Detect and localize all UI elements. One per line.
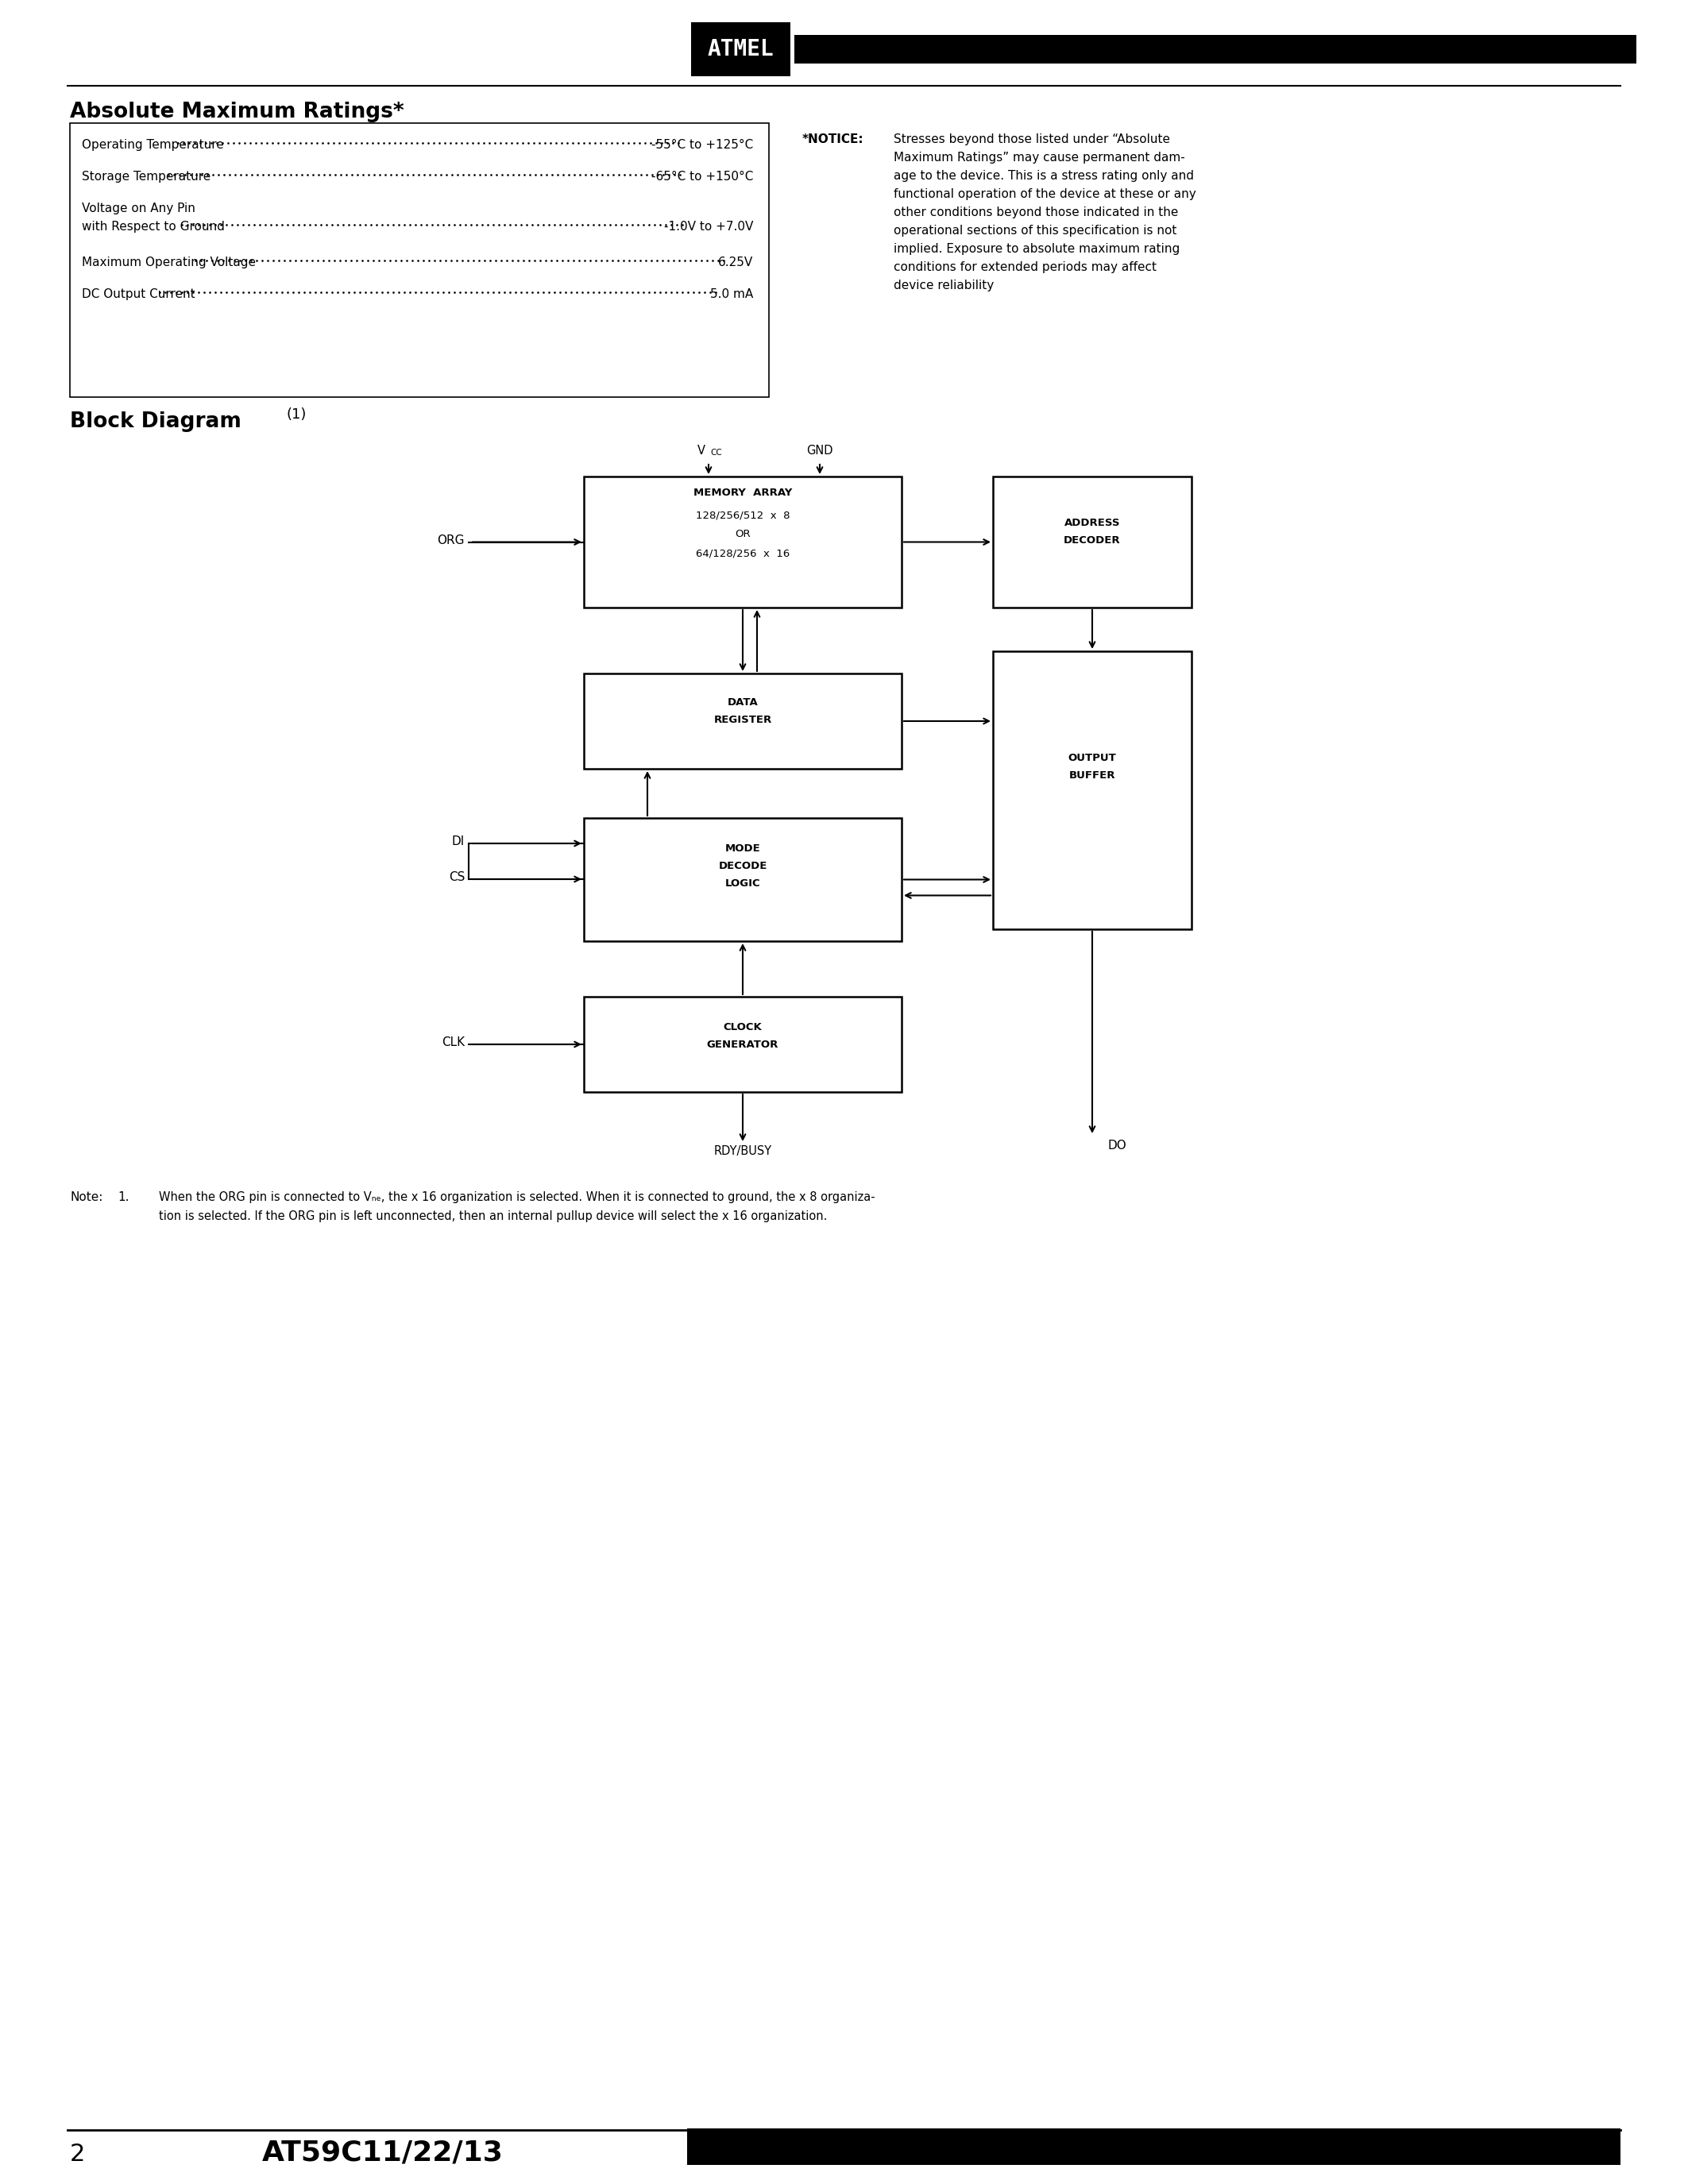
Text: OUTPUT: OUTPUT: [1069, 753, 1116, 762]
Text: CS: CS: [449, 871, 464, 882]
Text: Block Diagram: Block Diagram: [69, 411, 241, 432]
Text: RDY/BUSY: RDY/BUSY: [714, 1144, 771, 1158]
Text: (1): (1): [285, 408, 306, 422]
Bar: [690, 22, 790, 76]
Bar: [687, 2129, 1620, 2164]
Text: Operating Temperature: Operating Temperature: [81, 140, 225, 151]
Text: 6.25V: 6.25V: [717, 256, 753, 269]
Text: MEMORY  ARRAY: MEMORY ARRAY: [694, 487, 792, 498]
Text: Note:: Note:: [69, 1190, 103, 1203]
Text: -1.0V to +7.0V: -1.0V to +7.0V: [663, 221, 753, 234]
Bar: [584, 996, 901, 1092]
Text: LOGIC: LOGIC: [726, 878, 760, 889]
Text: age to the device. This is a stress rating only and: age to the device. This is a stress rati…: [893, 170, 1193, 181]
Text: ORG: ORG: [437, 535, 464, 546]
Text: Absolute Maximum Ratings*: Absolute Maximum Ratings*: [69, 103, 403, 122]
Bar: [584, 819, 901, 941]
Text: DO: DO: [1107, 1140, 1128, 1151]
Bar: [584, 673, 901, 769]
Text: with Respect to Ground: with Respect to Ground: [81, 221, 225, 234]
Text: 1.: 1.: [118, 1190, 128, 1203]
Text: implied. Exposure to absolute maximum rating: implied. Exposure to absolute maximum ra…: [893, 242, 1180, 256]
Text: DC Output Current: DC Output Current: [81, 288, 196, 299]
Bar: [584, 476, 901, 607]
Text: Storage Temperature: Storage Temperature: [81, 170, 211, 183]
Text: CC: CC: [711, 448, 722, 456]
Text: other conditions beyond those indicated in the: other conditions beyond those indicated …: [893, 207, 1178, 218]
Text: ADDRESS: ADDRESS: [1063, 518, 1121, 529]
Text: GENERATOR: GENERATOR: [707, 1040, 778, 1051]
Text: operational sections of this specification is not: operational sections of this specificati…: [893, 225, 1177, 236]
Text: *NOTICE:: *NOTICE:: [802, 133, 864, 146]
Bar: [69, 122, 770, 397]
Bar: [795, 35, 1636, 63]
Text: BUFFER: BUFFER: [1069, 771, 1116, 780]
Text: V: V: [697, 446, 706, 456]
Text: GND: GND: [807, 446, 834, 456]
Text: Voltage on Any Pin: Voltage on Any Pin: [81, 203, 196, 214]
Text: -55°C to +125°C: -55°C to +125°C: [652, 140, 753, 151]
Text: REGISTER: REGISTER: [714, 714, 771, 725]
Text: OR: OR: [734, 529, 751, 539]
Text: DECODER: DECODER: [1063, 535, 1121, 546]
Text: Maximum Operating Voltage: Maximum Operating Voltage: [81, 256, 257, 269]
Text: When the ORG pin is connected to Vₙₑ, the x 16 organization is selected. When it: When the ORG pin is connected to Vₙₑ, th…: [159, 1190, 874, 1203]
Text: device reliability: device reliability: [893, 280, 994, 290]
Text: Maximum Ratings” may cause permanent dam-: Maximum Ratings” may cause permanent dam…: [893, 151, 1185, 164]
Text: ATMEL: ATMEL: [707, 37, 775, 61]
Text: Stresses beyond those listed under “Absolute: Stresses beyond those listed under “Abso…: [893, 133, 1170, 146]
Text: DATA: DATA: [728, 697, 758, 708]
Text: 5.0 mA: 5.0 mA: [711, 288, 753, 299]
Text: 64/128/256  x  16: 64/128/256 x 16: [695, 548, 790, 559]
Text: conditions for extended periods may affect: conditions for extended periods may affe…: [893, 262, 1156, 273]
Text: tion is selected. If the ORG pin is left unconnected, then an internal pullup de: tion is selected. If the ORG pin is left…: [159, 1210, 827, 1223]
Bar: [993, 476, 1192, 607]
Text: 2: 2: [69, 2143, 86, 2167]
Text: DECODE: DECODE: [719, 860, 766, 871]
Text: AT59C11/22/13: AT59C11/22/13: [262, 2140, 503, 2167]
Text: functional operation of the device at these or any: functional operation of the device at th…: [893, 188, 1197, 201]
Text: -65°C to +150°C: -65°C to +150°C: [652, 170, 753, 183]
Text: 128/256/512  x  8: 128/256/512 x 8: [695, 509, 790, 520]
Text: MODE: MODE: [724, 843, 761, 854]
Text: DI: DI: [452, 836, 464, 847]
Text: CLK: CLK: [442, 1037, 464, 1048]
Text: CLOCK: CLOCK: [724, 1022, 761, 1033]
Bar: [993, 651, 1192, 928]
